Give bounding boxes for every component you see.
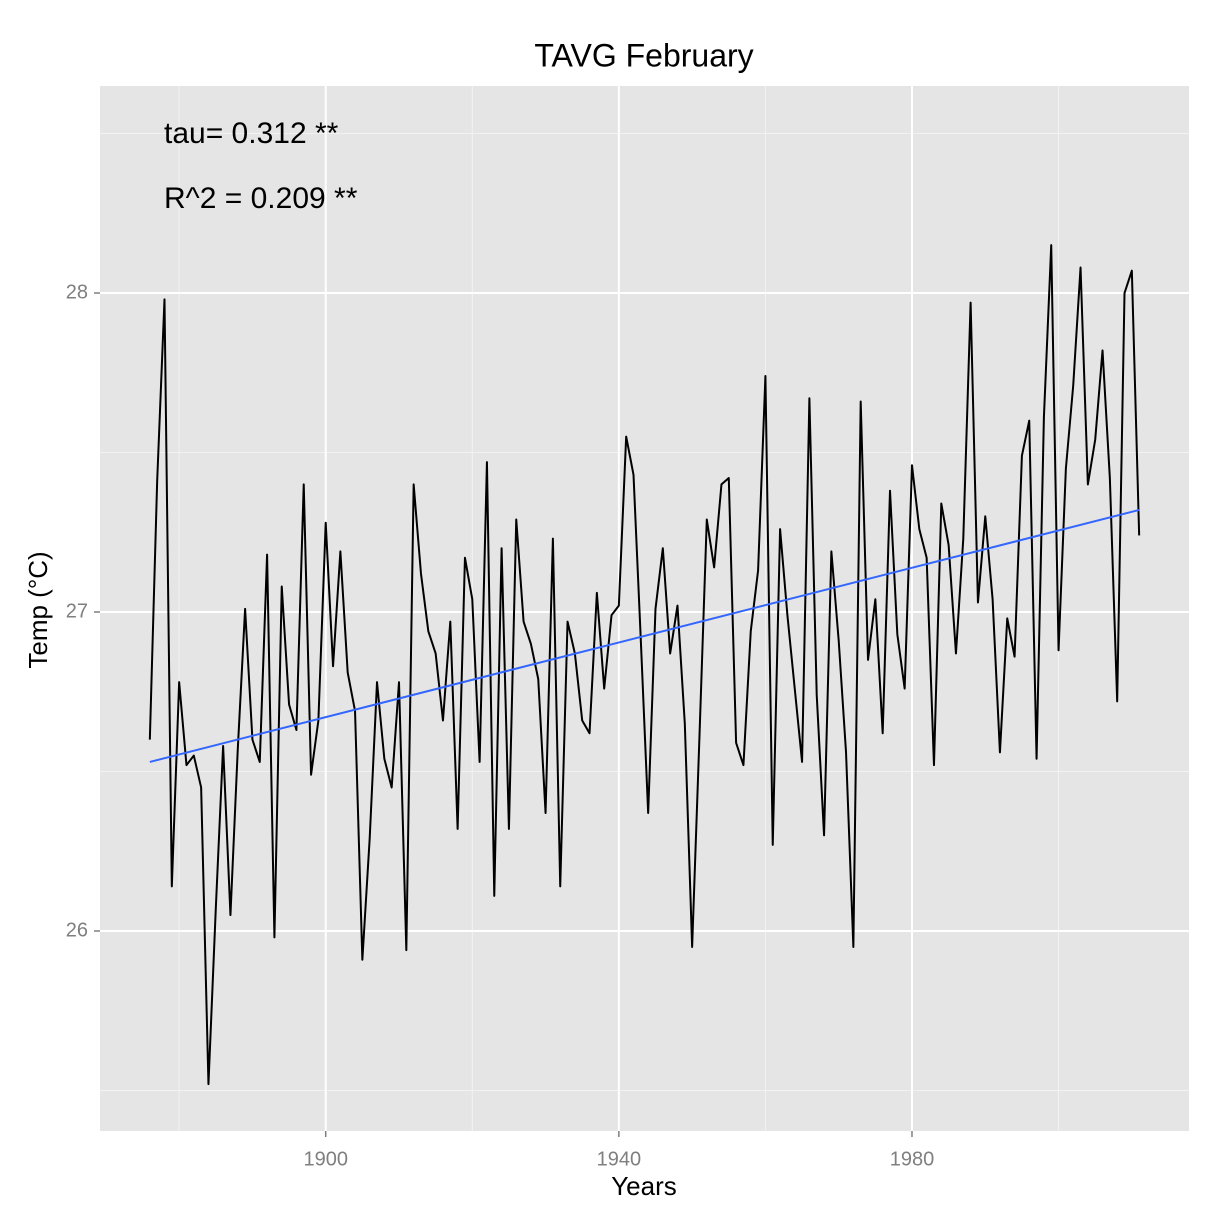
y-tick-label: 28 (66, 281, 88, 303)
x-tick-label: 1900 (303, 1148, 348, 1170)
y-tick-label: 26 (66, 919, 88, 941)
y-axis-label: Temp (°C) (23, 551, 53, 668)
plot-background (100, 86, 1189, 1131)
line (149, 508, 1140, 763)
marks (148, 244, 1141, 1086)
annotation: R^2 = 0.209 ** (164, 182, 358, 215)
x-tick-label: 1980 (890, 1148, 935, 1170)
x-tick-label: 1940 (597, 1148, 642, 1170)
line (148, 244, 1141, 1086)
annotation: tau= 0.312 ** (164, 117, 339, 150)
chart-title: TAVG February (534, 37, 753, 73)
x-axis-label: Years (611, 1171, 677, 1201)
grid (100, 86, 1189, 1131)
y-tick-label: 27 (66, 600, 88, 622)
